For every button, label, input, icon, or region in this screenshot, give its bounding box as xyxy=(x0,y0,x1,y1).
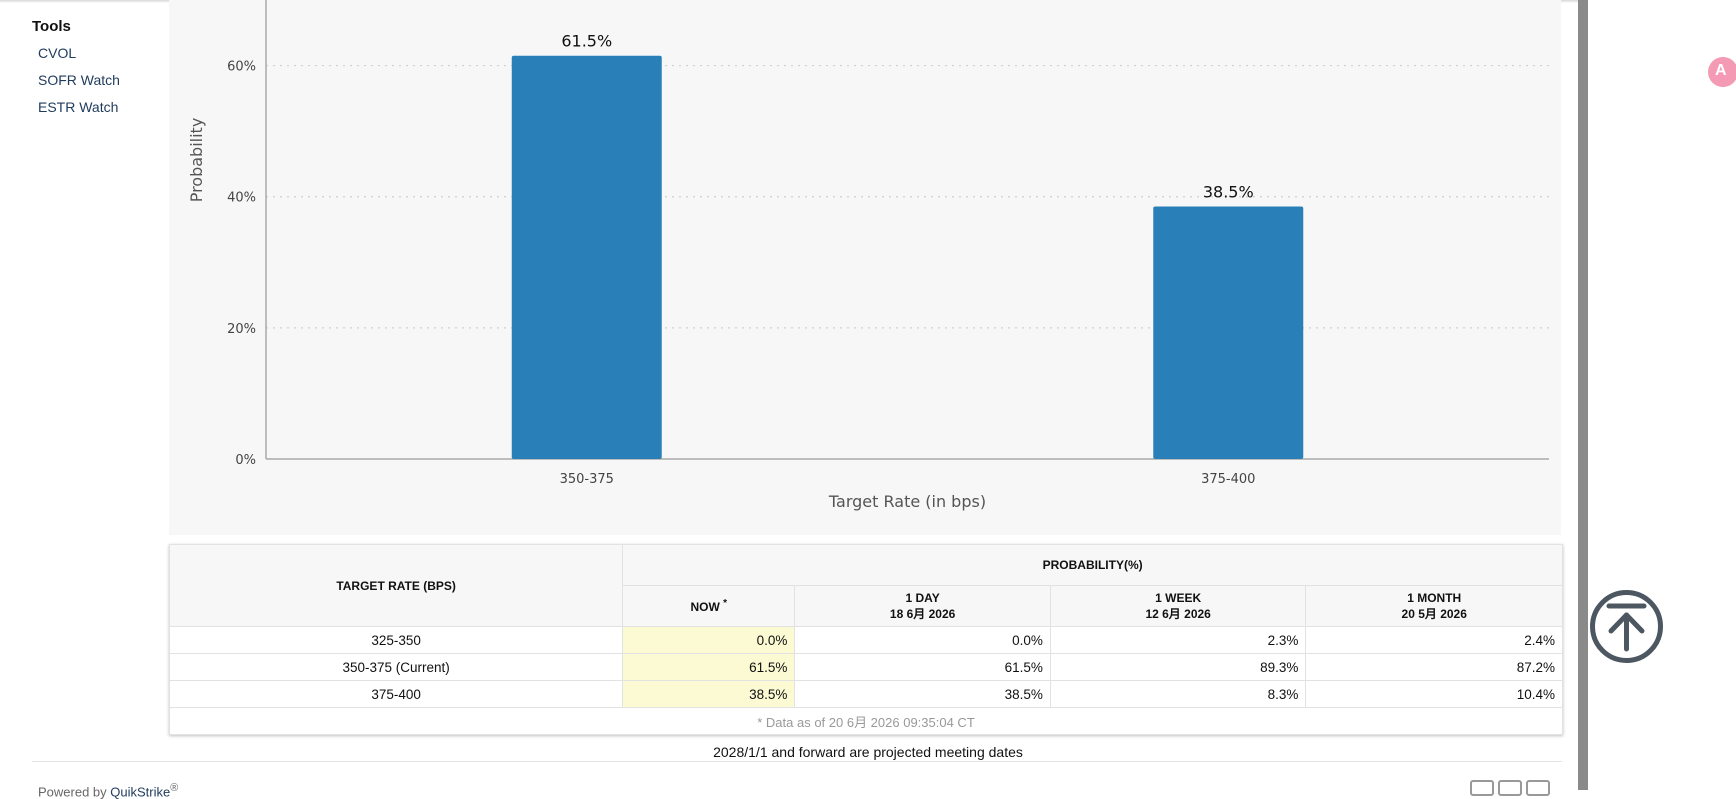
bar xyxy=(1153,206,1304,459)
data-label: 61.5% xyxy=(561,32,612,51)
value-now: 0.0% xyxy=(622,626,796,654)
value-now: 61.5% xyxy=(622,653,796,681)
header-1-day: 1 DAY 18 6月 2026 xyxy=(794,585,1051,627)
linkedin-icon[interactable] xyxy=(1526,780,1550,796)
y-tick-label: 20% xyxy=(227,322,256,337)
projected-dates-footnote: 2028/1/1 and forward are projected meeti… xyxy=(713,744,1023,760)
registered-mark: ® xyxy=(170,782,179,794)
y-axis-title: Probability xyxy=(187,118,206,203)
value-1-day: 38.5% xyxy=(794,680,1051,708)
x-tick-label: 350-375 xyxy=(560,472,614,487)
footer-divider xyxy=(32,761,1562,762)
value-1-day: 0.0% xyxy=(794,626,1051,654)
data-label: 38.5% xyxy=(1203,183,1254,202)
header-now: NOW * xyxy=(622,585,796,627)
x-tick-label: 375-400 xyxy=(1201,472,1255,487)
data-as-of-note: * Data as of 20 6月 2026 09:35:04 CT xyxy=(169,707,1563,735)
sidebar-item-sofr-watch[interactable]: SOFR Watch xyxy=(38,72,120,88)
header-target-rate: TARGET RATE (BPS) xyxy=(168,544,624,627)
page-scrollbar[interactable] xyxy=(1578,0,1588,790)
sidebar-title: Tools xyxy=(32,18,71,35)
x-icon[interactable] xyxy=(1470,780,1494,796)
row-target: 375-400 xyxy=(168,680,624,708)
youtube-icon[interactable] xyxy=(1498,780,1522,796)
value-1-month: 87.2% xyxy=(1305,653,1563,681)
value-1-week: 89.3% xyxy=(1049,653,1307,681)
row-target: 350-375 (Current) xyxy=(168,653,624,681)
bar xyxy=(511,55,662,459)
value-1-month: 10.4% xyxy=(1305,680,1563,708)
header-probability: PROBABILITY(%) xyxy=(622,544,1563,586)
value-1-month: 2.4% xyxy=(1305,626,1563,654)
sidebar: Tools CVOL SOFR Watch ESTR Watch xyxy=(32,18,162,126)
table-row: 350-375 (Current) 61.5% 61.5% 89.3% 87.2… xyxy=(168,653,1563,681)
y-tick-label: 0% xyxy=(235,453,256,468)
value-now: 38.5% xyxy=(622,680,796,708)
row-target: 325-350 xyxy=(168,626,624,654)
value-1-day: 61.5% xyxy=(794,653,1051,681)
probability-chart: 0% 20% 40% 60% 61.5% 350-375 38.5% 375-400 Targe… xyxy=(187,0,1549,511)
table-row: 375-400 38.5% 38.5% 8.3% 10.4% xyxy=(168,680,1563,708)
table-row: 325-350 0.0% 0.0% 2.3% 2.4% xyxy=(168,626,1563,654)
header-1-month: 1 MONTH 20 5月 2026 xyxy=(1305,585,1563,627)
translate-icon[interactable]: A xyxy=(1708,57,1736,87)
quikstrike-link[interactable]: QuikStrike xyxy=(110,784,171,799)
y-tick-label: 40% xyxy=(227,191,256,206)
arrow-up-circle-icon[interactable] xyxy=(1589,589,1664,664)
header-1-week: 1 WEEK 12 6月 2026 xyxy=(1049,585,1307,627)
value-1-week: 8.3% xyxy=(1049,680,1307,708)
y-tick-label: 60% xyxy=(227,60,256,75)
powered-by: Powered by QuikStrike® xyxy=(38,782,179,799)
sidebar-item-cvol[interactable]: CVOL xyxy=(38,45,77,61)
now-footnote-marker: * xyxy=(723,598,728,609)
chart-panel: 0% 20% 40% 60% 61.5% 350-375 38.5% 375-400 Targe… xyxy=(169,0,1561,535)
value-1-week: 2.3% xyxy=(1049,626,1307,654)
x-axis-title: Target Rate (in bps) xyxy=(828,492,986,511)
probability-table: TARGET RATE (BPS) PROBABILITY(%) NOW * 1… xyxy=(168,544,1563,735)
sidebar-item-estr-watch[interactable]: ESTR Watch xyxy=(38,99,119,115)
